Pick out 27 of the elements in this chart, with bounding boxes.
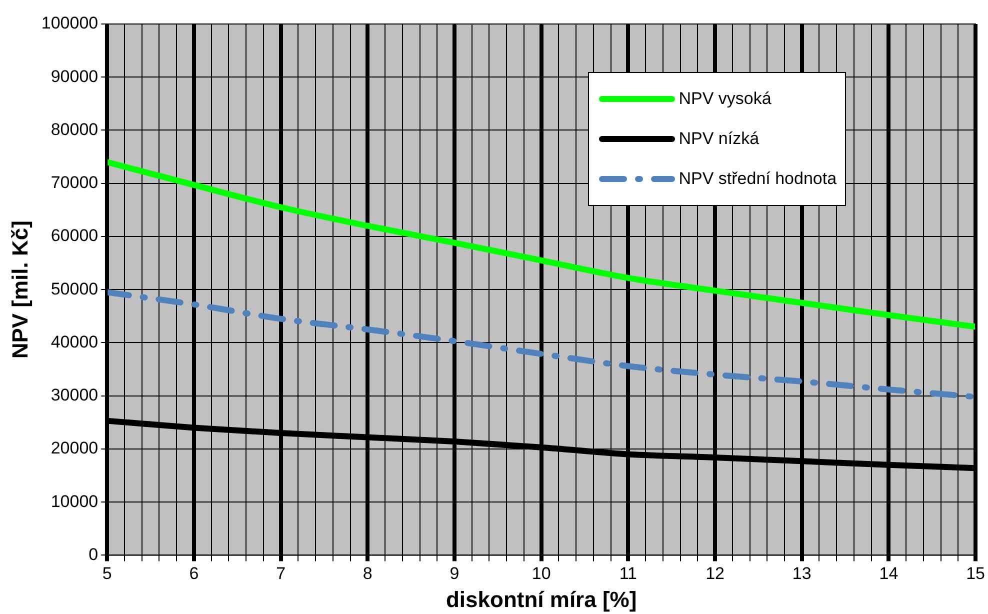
y-tick-label: 10000 xyxy=(50,492,98,511)
legend-label: NPV vysoká xyxy=(678,88,772,110)
y-tick-label: 80000 xyxy=(50,120,98,139)
x-tick-label: 13 xyxy=(792,564,812,584)
legend-label: NPV nízká xyxy=(678,128,760,150)
y-axis-title: NPV [mil. Kč] xyxy=(7,220,32,359)
x-tick-label: 5 xyxy=(102,564,112,584)
x-tick-label: 6 xyxy=(189,564,199,584)
x-tick-label: 11 xyxy=(619,564,638,584)
y-tick-label: 60000 xyxy=(50,226,98,246)
y-tick-label: 20000 xyxy=(50,438,98,458)
y-tick-label: 100000 xyxy=(41,14,98,33)
x-tick-label: 7 xyxy=(276,564,286,584)
x-tick-label: 14 xyxy=(879,564,898,584)
y-tick-label: 50000 xyxy=(50,279,98,298)
x-tick-label: 15 xyxy=(966,564,986,584)
legend-label: NPV střední hodnota xyxy=(678,168,837,190)
x-tick-label: 9 xyxy=(450,564,460,584)
x-tick-label: 8 xyxy=(362,564,372,584)
y-tick-label: 30000 xyxy=(50,386,98,405)
y-tick-label: 0 xyxy=(88,544,98,564)
x-axis-title: diskontní míra [%] xyxy=(446,586,637,612)
y-tick-label: 40000 xyxy=(50,332,98,352)
y-tick-label: 70000 xyxy=(50,173,98,192)
x-tick-label: 12 xyxy=(706,564,724,584)
y-tick-label: 90000 xyxy=(50,66,98,86)
x-tick-label: 10 xyxy=(532,564,551,584)
